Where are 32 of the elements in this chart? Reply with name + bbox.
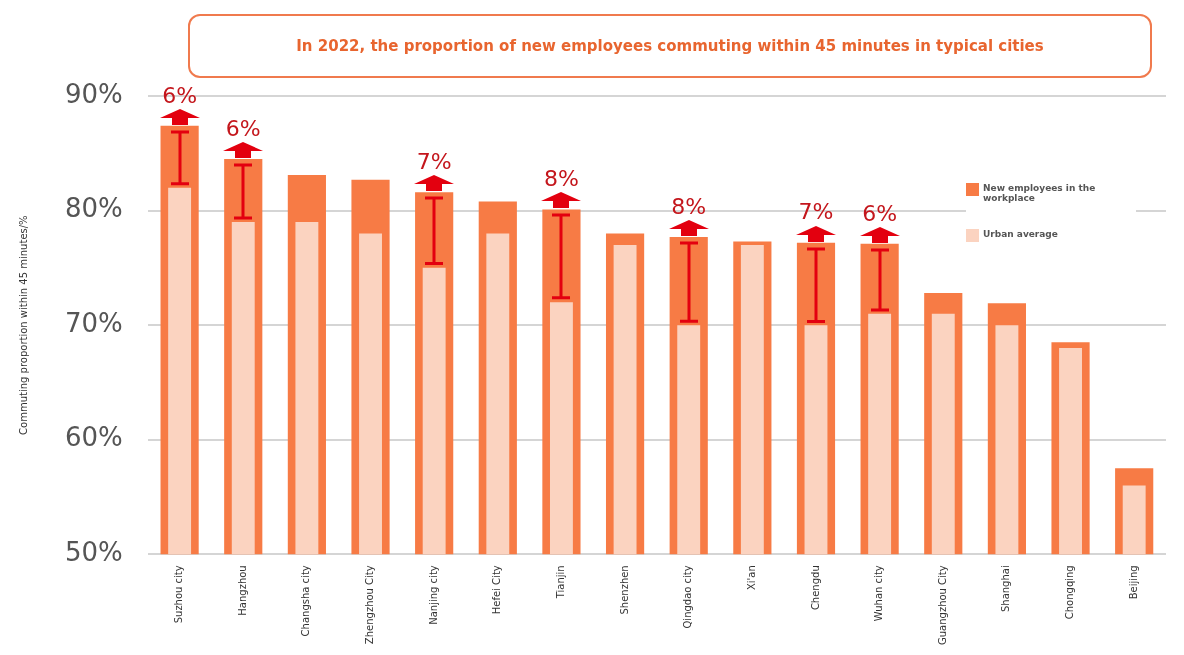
x-tick-label: Chengdu bbox=[809, 565, 821, 611]
x-tick-label: Hangzhou bbox=[236, 565, 248, 616]
annotation: 7% bbox=[416, 148, 452, 174]
legend-label: Urban average bbox=[983, 229, 1058, 239]
x-tick-label: Wuhan city bbox=[873, 565, 885, 622]
y-tick-label: 60% bbox=[64, 422, 123, 453]
y-tick-label: 50% bbox=[64, 537, 123, 568]
annotation: 6% bbox=[162, 82, 198, 108]
x-tick-label: Suzhou city bbox=[173, 565, 185, 624]
x-tick-label: Guangzhou City bbox=[936, 565, 948, 646]
annotation: 8% bbox=[543, 166, 579, 192]
x-tick-label: Beijing bbox=[1127, 565, 1139, 600]
x-tick-label: Nanjing city bbox=[427, 565, 439, 625]
x-tick-label: Shenzhen bbox=[618, 565, 630, 615]
x-tick-label: Zhengzhou City bbox=[364, 565, 376, 645]
x-tick-label: Shanghai bbox=[1000, 565, 1012, 613]
x-tick-label: Qingdao city bbox=[682, 565, 694, 629]
x-tick-label: Tianjin bbox=[555, 565, 567, 600]
x-tick-label: Xi'an bbox=[745, 565, 757, 591]
chart-title: In 2022, the proportion of new employees commuting within 45 minutes in typical cities bbox=[188, 14, 1152, 78]
y-tick-label: 80% bbox=[64, 193, 123, 224]
legend-label: New employees in the workplace bbox=[983, 183, 1097, 203]
x-tick-label: Changsha city bbox=[300, 565, 312, 637]
y-tick-label: 70% bbox=[64, 307, 123, 338]
annotation: 8% bbox=[671, 193, 707, 219]
y-axis-title: Commuting proportion within 45 minutes/% bbox=[17, 215, 29, 435]
annotation: 6% bbox=[225, 115, 261, 141]
x-tick-label: Chongqing bbox=[1064, 565, 1076, 620]
annotation: 6% bbox=[862, 200, 898, 226]
y-tick-label: 90% bbox=[64, 78, 123, 109]
annotation: 7% bbox=[798, 199, 834, 225]
x-tick-label: Hefei City bbox=[491, 565, 503, 615]
